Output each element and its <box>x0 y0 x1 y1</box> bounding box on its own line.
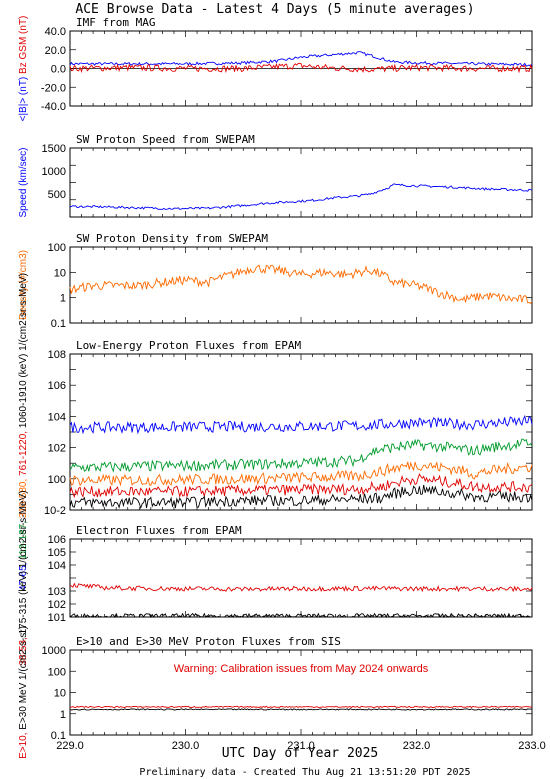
series-line <box>69 438 533 473</box>
y-tick-label: 10-2 <box>44 505 66 517</box>
y-tick-label: 104 <box>48 411 66 423</box>
series-line <box>69 612 532 619</box>
y-axis-label-part: E>30 MeV <box>18 682 29 732</box>
x-tick-label: 229.0 <box>56 740 84 752</box>
y-tick-label: 100 <box>48 474 66 486</box>
y-tick-label: 1 <box>60 709 66 721</box>
x-tick-label: 230.0 <box>172 740 200 752</box>
plot-frame <box>69 538 533 618</box>
y-tick-label: 106 <box>48 534 66 546</box>
y-axis-label-part: 112-187, <box>18 521 29 563</box>
y-tick-label: 108 <box>48 349 66 361</box>
series-line <box>69 51 533 67</box>
y-axis-label-part: 38-53, <box>18 637 29 665</box>
panel-2: SW Proton Speed from SWEPAM 500 1000 1500 Sp… <box>18 133 533 218</box>
y-tick-label: 102 <box>48 599 66 611</box>
plot-frame <box>69 353 533 511</box>
series-line <box>69 414 533 435</box>
panel-title: E>10 and E>30 MeV Proton Fluxes from SIS <box>76 635 341 648</box>
y-tick-label: 1 <box>60 293 66 305</box>
y-tick-label: 500 <box>48 189 66 201</box>
y-axis-label-part: Density (#/cm3) <box>18 250 29 320</box>
y-axis-label-part: 47-65, <box>18 563 29 591</box>
y-tick-label: 100 <box>48 242 66 254</box>
series-line <box>69 183 533 210</box>
y-tick-label: 1500 <box>42 143 66 155</box>
series-line <box>69 264 533 304</box>
y-tick-label: 103 <box>48 586 66 598</box>
y-axis-label-part: 175-315 (keV) <box>18 571 29 637</box>
y-tick-label: 1000 <box>42 166 66 178</box>
series-line <box>69 62 533 74</box>
y-axis-label-part: 1/(cm2-sr-s-MeV) <box>18 273 29 354</box>
panel-title: SW Proton Density from SWEPAM <box>76 232 268 245</box>
y-tick-label: 0.1 <box>51 730 66 742</box>
series-line <box>69 484 533 510</box>
y-axis-label-part: Bz GSM (nT) <box>18 16 29 77</box>
panel-4: Low-Energy Proton Fluxes from EPAM10-210… <box>18 273 533 591</box>
y-axis-label: 38-53, 175-315 (keV) 1/(cm2-sr-s-MeV) <box>18 490 29 665</box>
series-line <box>69 461 533 487</box>
x-tick-label: 231.0 <box>287 740 315 752</box>
panel-6: E>10 and E>30 MeV Proton Fluxes from SIS… <box>18 626 546 759</box>
panel-1: IMF from MAG -40.0 -20.0 0.0 20.0 40.0 <|B|> (… <box>18 16 533 122</box>
y-tick-label: 101 <box>48 612 66 624</box>
y-axis-label-part: <|B|> (nT) <box>18 77 29 122</box>
y-axis-label-part: 761-1220, <box>18 431 29 479</box>
y-axis-label-part: 1060-1910 (keV) <box>18 354 29 431</box>
panel-title: Low-Energy Proton Fluxes from EPAM <box>76 339 302 352</box>
panel-title: Electron Fluxes from EPAM <box>76 524 242 537</box>
series-line <box>69 705 533 709</box>
y-axis-label: 47-65, 112-187, 310-580, 761-1220, 1060-… <box>18 273 29 591</box>
y-axis-label-part: E>10, <box>18 733 29 759</box>
y-tick-label: 0.0 <box>51 64 66 76</box>
y-tick-label: 102 <box>48 443 66 455</box>
x-tick-label: 232.0 <box>403 740 431 752</box>
y-tick-label: 100 <box>48 666 66 678</box>
y-tick-label: 10 <box>54 688 66 700</box>
series-line <box>69 582 533 593</box>
x-axis-title: UTC Day of Year 2025 <box>222 746 379 761</box>
plot-frame <box>69 147 533 218</box>
y-tick-label: 20.0 <box>45 45 66 57</box>
y-axis-label-part: 1/(cm2-s-sr) <box>18 626 29 683</box>
figure-title: ACE Browse Data - Latest 4 Days (5 minut… <box>75 2 474 17</box>
panel-title: SW Proton Speed from SWEPAM <box>76 133 255 146</box>
y-tick-label: 105 <box>48 547 66 559</box>
panels: IMF from MAG -40.0 -20.0 0.0 20.0 40.0 <|B|> (… <box>18 16 546 759</box>
panel-annotation: Warning: Calibration issues from May 202… <box>174 663 429 675</box>
series-line <box>69 473 533 499</box>
y-tick-label: 10 <box>54 267 66 279</box>
panel-3: SW Proton Density from SWEPAM 0.1 1 10 100 De… <box>18 232 533 330</box>
y-tick-label: 0.1 <box>51 318 66 330</box>
y-tick-label: -40.0 <box>41 101 66 113</box>
series-line <box>69 708 532 711</box>
plot-frame <box>69 246 533 324</box>
footer-note: Preliminary data - Created Thu Aug 21 13… <box>139 767 470 778</box>
y-axis-label-part: 310-580, <box>18 479 29 521</box>
y-tick-label: 40.0 <box>45 26 66 38</box>
y-axis-label-part: Speed (km/sec) <box>18 147 29 217</box>
y-tick-label: 106 <box>48 380 66 392</box>
y-axis-label: <|B|> (nT) Bz GSM (nT) <box>18 16 29 122</box>
y-tick-label: -20.0 <box>41 82 66 94</box>
y-tick-label: 104 <box>48 560 66 572</box>
y-axis-label: Density (#/cm3) <box>18 250 29 320</box>
y-tick-label: 1000 <box>42 645 66 657</box>
panel-title: IMF from MAG <box>76 16 155 29</box>
y-axis-label: Speed (km/sec) <box>18 147 29 217</box>
y-axis-label: E>10, E>30 MeV 1/(cm2-s-sr) <box>18 626 29 759</box>
y-axis-label-part: 1/(cm2-sr-s-MeV) <box>18 490 29 571</box>
x-tick-label: 233.0 <box>518 740 546 752</box>
